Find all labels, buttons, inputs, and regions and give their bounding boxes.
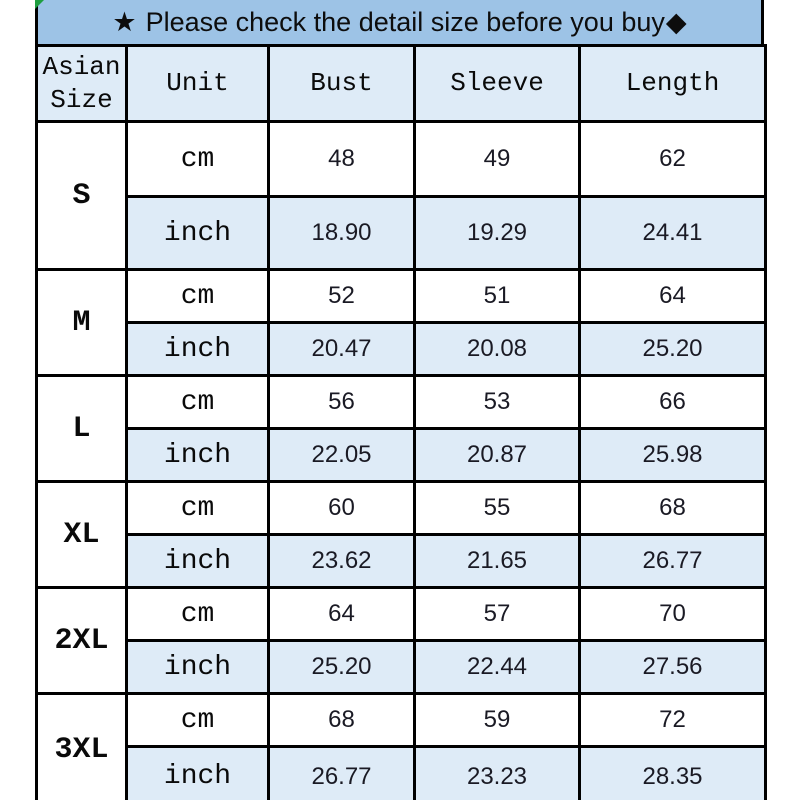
unit-cell: inch bbox=[125, 639, 270, 695]
table-row: inch 26.77 23.23 28.35 bbox=[37, 745, 767, 800]
size-label: L bbox=[35, 374, 128, 483]
measurement-cell: 53 bbox=[413, 374, 581, 430]
unit-cell: cm bbox=[125, 586, 270, 642]
unit-cell: cm bbox=[125, 120, 270, 198]
table-row: S cm 48 49 62 bbox=[35, 120, 767, 271]
measurement-cell: 23.23 bbox=[413, 745, 581, 800]
star-icon: ★ bbox=[112, 6, 137, 37]
size-label: 3XL bbox=[35, 692, 128, 800]
measurement-cell: 56 bbox=[267, 374, 416, 430]
diamond-icon: ◆ bbox=[665, 6, 687, 37]
unit-cell: inch bbox=[125, 321, 270, 377]
column-header-length: Length bbox=[578, 44, 767, 123]
measurement-cell: 70 bbox=[578, 586, 767, 642]
green-corner-marker-icon bbox=[35, 0, 44, 9]
unit-cell: cm bbox=[125, 374, 270, 430]
measurement-cell: 25.20 bbox=[578, 321, 767, 377]
unit-cell: cm bbox=[125, 692, 270, 748]
measurement-cell: 20.47 bbox=[267, 321, 416, 377]
measurement-cell: 51 bbox=[413, 268, 581, 324]
table-row: 2XL cm 64 57 70 bbox=[35, 586, 767, 695]
measurement-cell: 64 bbox=[578, 268, 767, 324]
measurement-cell: 57 bbox=[413, 586, 581, 642]
measurement-cell: 55 bbox=[413, 480, 581, 536]
table-row: inch 25.20 22.44 27.56 bbox=[37, 639, 767, 695]
column-header-sleeve: Sleeve bbox=[413, 44, 581, 123]
measurement-cell: 68 bbox=[267, 692, 416, 748]
unit-cell: inch bbox=[125, 533, 270, 589]
measurement-cell: 59 bbox=[413, 692, 581, 748]
measurement-cell: 60 bbox=[267, 480, 416, 536]
unit-cell: inch bbox=[125, 745, 270, 800]
size-label: M bbox=[35, 268, 128, 377]
measurement-cell: 27.56 bbox=[578, 639, 767, 695]
column-header-asian-size: Asian Size bbox=[35, 44, 128, 123]
notice-banner: ★ Please check the detail size before yo… bbox=[35, 0, 764, 47]
unit-cell: cm bbox=[125, 480, 270, 536]
table-row: inch 20.47 20.08 25.20 bbox=[37, 321, 767, 377]
measurement-cell: 49 bbox=[413, 120, 581, 198]
measurement-cell: 20.87 bbox=[413, 427, 581, 483]
size-label: XL bbox=[35, 480, 128, 589]
measurement-cell: 28.35 bbox=[578, 745, 767, 800]
measurement-cell: 26.77 bbox=[267, 745, 416, 800]
measurement-cell: 72 bbox=[578, 692, 767, 748]
table-row: M cm 52 51 64 bbox=[35, 268, 767, 377]
measurement-cell: 18.90 bbox=[267, 195, 416, 271]
size-chart-table: Asian Size Unit Bust Sleeve Length S cm … bbox=[35, 44, 767, 800]
measurement-cell: 25.98 bbox=[578, 427, 767, 483]
measurement-cell: 48 bbox=[267, 120, 416, 198]
measurement-cell: 25.20 bbox=[267, 639, 416, 695]
table-row: L cm 56 53 66 bbox=[35, 374, 767, 483]
measurement-cell: 52 bbox=[267, 268, 416, 324]
column-header-unit: Unit bbox=[125, 44, 270, 123]
measurement-cell: 22.44 bbox=[413, 639, 581, 695]
measurement-cell: 20.08 bbox=[413, 321, 581, 377]
table-row: inch 18.90 19.29 24.41 bbox=[37, 195, 767, 271]
unit-cell: inch bbox=[125, 195, 270, 271]
table-row: 3XL cm 68 59 72 bbox=[35, 692, 767, 800]
measurement-cell: 62 bbox=[578, 120, 767, 198]
table-row: inch 23.62 21.65 26.77 bbox=[37, 533, 767, 589]
column-header-bust: Bust bbox=[267, 44, 416, 123]
table-row: inch 22.05 20.87 25.98 bbox=[37, 427, 767, 483]
measurement-cell: 26.77 bbox=[578, 533, 767, 589]
measurement-cell: 21.65 bbox=[413, 533, 581, 589]
measurement-cell: 23.62 bbox=[267, 533, 416, 589]
unit-cell: inch bbox=[125, 427, 270, 483]
measurement-cell: 64 bbox=[267, 586, 416, 642]
notice-banner-text: Please check the detail size before you … bbox=[145, 6, 665, 37]
measurement-cell: 68 bbox=[578, 480, 767, 536]
size-label: S bbox=[35, 120, 128, 271]
measurement-cell: 19.29 bbox=[413, 195, 581, 271]
measurement-cell: 24.41 bbox=[578, 195, 767, 271]
size-label: 2XL bbox=[35, 586, 128, 695]
table-header-row: Asian Size Unit Bust Sleeve Length bbox=[35, 44, 767, 123]
table-row: XL cm 60 55 68 bbox=[35, 480, 767, 589]
measurement-cell: 22.05 bbox=[267, 427, 416, 483]
measurement-cell: 66 bbox=[578, 374, 767, 430]
unit-cell: cm bbox=[125, 268, 270, 324]
